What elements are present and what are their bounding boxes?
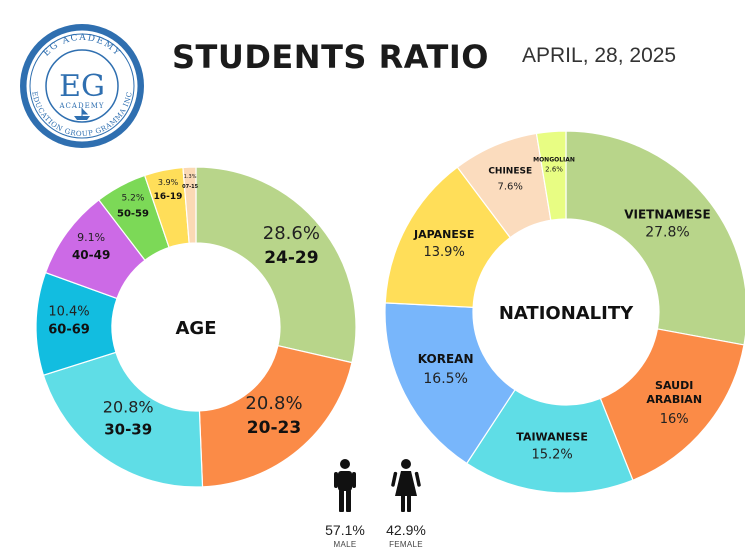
nationality-donut-chart: VIETNAMESE 27.8% SAUDI ARABIAN 16% TAIWANESE 1… [384, 130, 745, 494]
logo-monogram: EG [59, 69, 105, 104]
age-donut-chart: 24-29 28.6% 20-23 20.8% 30-39 20.8% 60-69 10.4%… [35, 166, 357, 488]
age-value-40-49: 9.1% [77, 231, 105, 244]
age-label-20-23: 20-23 [247, 418, 301, 438]
age-label-60-69: 60-69 [48, 322, 90, 337]
page-title: STUDENTS RATIO [172, 38, 489, 76]
nationality-label-korean: KOREAN [418, 352, 474, 366]
nationality-label-saudi-arabian: SAUDI ARABIAN [646, 379, 702, 406]
age-label-16-19: 16-19 [154, 192, 183, 202]
age-value-07-15: 1.3% [184, 174, 197, 180]
female-icon [391, 459, 421, 512]
male-icon [334, 459, 356, 512]
nationality-label-taiwanese: TAIWANESE [516, 430, 588, 443]
nationality-label-chinese: CHINESE [488, 166, 532, 176]
male-percentage: 57.1% [325, 522, 365, 538]
age-value-60-69: 10.4% [48, 304, 89, 319]
nationality-label-japanese: JAPANESE [413, 228, 474, 241]
nationality-slice-vietnamese [565, 130, 745, 346]
eg-academy-logo: EG ACADEMY EDUCATION GROUP GRAMMA INC EG… [20, 24, 144, 148]
age-slice-07-15 [182, 166, 197, 244]
nationality-slice-saudi-arabian [599, 328, 745, 481]
age-center-label: AGE [175, 318, 216, 339]
ship-icon [74, 116, 90, 120]
male-label: MALE [333, 540, 357, 549]
nationality-slice-mongolian [535, 130, 567, 221]
age-value-30-39: 20.8% [103, 398, 154, 417]
age-label-40-49: 40-49 [72, 248, 110, 262]
age-value-20-23: 20.8% [245, 393, 302, 414]
nationality-value-korean: 16.5% [423, 371, 467, 387]
age-slice-30-39 [42, 351, 204, 488]
female-percentage: 42.9% [386, 522, 426, 538]
nationality-value-chinese: 7.6% [498, 181, 523, 192]
sail-icon [81, 108, 89, 116]
report-date: APRIL, 28, 2025 [522, 44, 677, 67]
age-slice-24-29 [195, 166, 357, 364]
nationality-value-vietnamese: 27.8% [645, 225, 689, 241]
nationality-value-japanese: 13.9% [424, 245, 465, 260]
age-value-50-59: 5.2% [122, 194, 145, 204]
male-stat: 57.1% MALE [322, 522, 368, 549]
nationality-label-mongolian: MONGOLIAN [533, 156, 575, 163]
age-slice-20-23 [198, 344, 353, 488]
nationality-center-label: NATIONALITY [499, 303, 634, 324]
age-label-24-29: 24-29 [264, 248, 318, 268]
nationality-value-mongolian: 2.6% [545, 165, 563, 173]
age-label-30-39: 30-39 [104, 421, 152, 439]
female-label: FEMALE [389, 540, 423, 549]
logo-sub: ACADEMY [59, 102, 105, 110]
age-value-24-29: 28.6% [263, 223, 320, 244]
nationality-value-taiwanese: 15.2% [531, 447, 572, 462]
age-label-07-15: 07-15 [182, 184, 199, 190]
age-label-50-59: 50-59 [117, 209, 149, 220]
nationality-value-saudi-arabian: 16% [660, 412, 689, 427]
age-value-16-19: 3.9% [158, 178, 179, 187]
female-stat: 42.9% FEMALE [381, 522, 431, 549]
nationality-label-vietnamese: VIETNAMESE [624, 208, 710, 222]
